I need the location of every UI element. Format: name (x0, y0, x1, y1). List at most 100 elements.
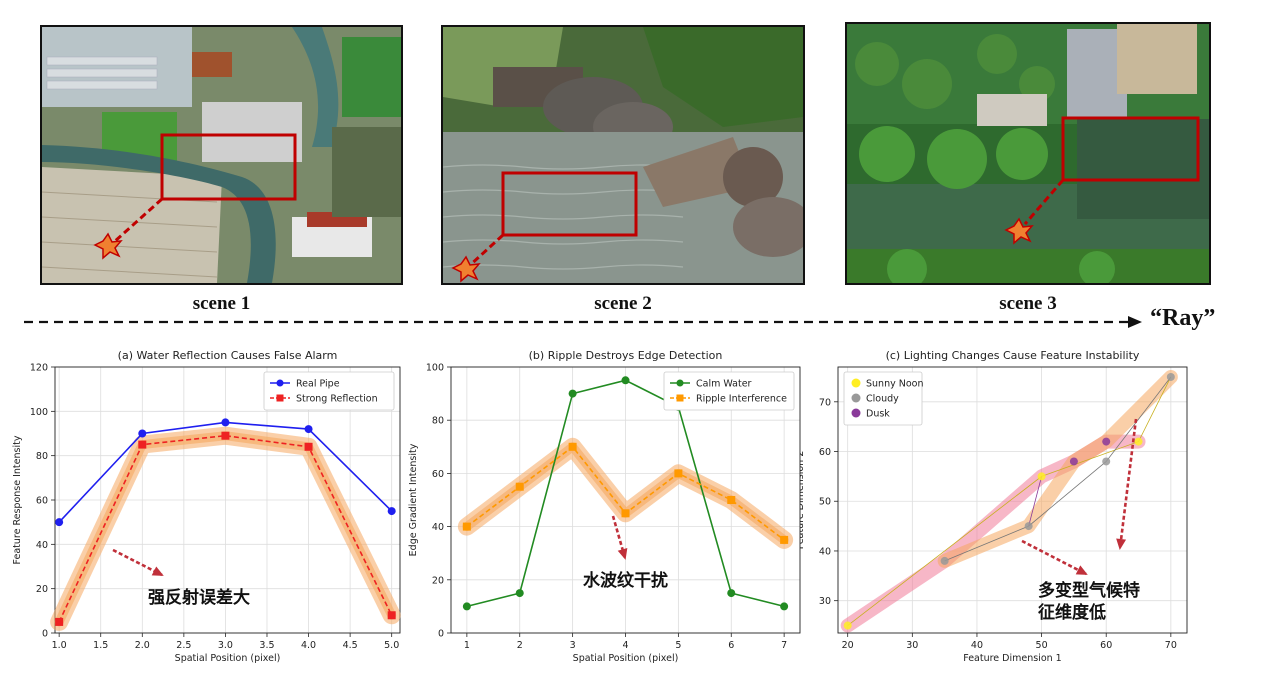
chart-title: (c) Lighting Changes Cause Feature Insta… (886, 349, 1140, 362)
data-point (55, 518, 64, 527)
x-tick-label: 5.0 (384, 640, 399, 651)
y-tick-label: 40 (432, 522, 444, 533)
x-tick-label: 5 (675, 640, 681, 651)
annotation-arrow (1021, 539, 1087, 576)
plot-frame (54, 366, 401, 634)
x-tick-label: 3.5 (259, 640, 274, 651)
data-point (1102, 437, 1111, 446)
data-point (55, 617, 64, 626)
annotation-text-line-2: 征维度低 (1038, 602, 1106, 623)
annotation-text-line-1: 多变型气候特 (1038, 580, 1140, 601)
y-tick-label: 60 (36, 496, 48, 507)
data-point (780, 602, 789, 611)
legend-marker (276, 394, 284, 402)
x-tick-label: 1 (464, 640, 470, 651)
x-tick-label: 70 (1165, 640, 1177, 651)
annotation-arrowhead (151, 566, 164, 576)
data-point (304, 442, 313, 451)
y-tick-label: 0 (42, 629, 48, 640)
annotation-arrowhead (1075, 565, 1088, 575)
annotation-text: 强反射误差大 (148, 587, 250, 608)
ray-label: “Ray” (1150, 305, 1216, 331)
data-point (515, 482, 524, 491)
y-tick-label: 60 (432, 469, 444, 480)
y-tick-label: 30 (819, 596, 831, 607)
y-tick-label: 100 (30, 407, 48, 418)
legend-marker (276, 379, 284, 387)
plot-c: (c) Lighting Changes Cause Feature Insta… (800, 349, 1188, 664)
data-point (568, 389, 577, 398)
data-point (515, 589, 524, 598)
legend-label: Strong Reflection (296, 394, 378, 405)
chart-title: (a) Water Reflection Causes False Alarm (118, 349, 338, 362)
legend-label: Cloudy (866, 394, 899, 405)
legend-box (843, 371, 923, 426)
annotation-arrowhead (617, 547, 628, 560)
y-tick-label: 120 (30, 363, 48, 374)
plot-frame (837, 366, 1188, 634)
y-tick-label: 20 (36, 584, 48, 595)
data-point (621, 509, 630, 518)
data-point (221, 418, 230, 427)
data-point (727, 589, 736, 598)
x-tick-label: 20 (842, 640, 854, 651)
data-point (940, 556, 949, 565)
legend-label: Ripple Interference (696, 394, 787, 405)
series-line (944, 376, 1172, 562)
y-tick-label: 70 (819, 397, 831, 408)
scene-2-caption: scene 2 (594, 293, 652, 314)
y-tick-label: 80 (36, 451, 48, 462)
data-point (780, 535, 789, 544)
plot-frame (450, 366, 801, 634)
data-point (221, 431, 230, 440)
x-tick-label: 3.0 (218, 640, 233, 651)
legend-label: Dusk (866, 409, 890, 420)
plot-a: (a) Water Reflection Causes False Alarm 1… (12, 349, 401, 664)
x-tick-label: 60 (1100, 640, 1112, 651)
x-axis-label: Feature Dimension 1 (963, 653, 1061, 664)
x-axis-label: Spatial Position (pixel) (573, 653, 679, 664)
y-tick-label: 60 (819, 447, 831, 458)
scene-3-image (845, 22, 1211, 285)
y-axis-label: Feature Response Intensity (12, 435, 23, 564)
data-point (1102, 457, 1111, 466)
x-tick-label: 2.5 (176, 640, 191, 651)
data-point (1134, 437, 1143, 446)
data-point (621, 376, 630, 385)
y-tick-label: 40 (36, 540, 48, 551)
x-tick-label: 3 (570, 640, 576, 651)
y-tick-label: 40 (819, 546, 831, 557)
scene-2-image (441, 25, 805, 285)
data-point (304, 425, 313, 434)
legend-label: Real Pipe (296, 379, 340, 390)
data-point (1024, 522, 1033, 531)
annotation-text: 水波纹干扰 (583, 570, 668, 591)
y-axis-label: Edge Gradient Intensity (408, 443, 419, 556)
annotation-arrow (112, 548, 163, 577)
plot-b: (b) Ripple Destroys Edge Detection 1 2 3 4 5 6… (408, 349, 801, 664)
data-point (674, 469, 683, 478)
legend-marker (851, 408, 861, 418)
y-axis-label: Feature Dimension 2 (800, 451, 806, 549)
data-point (1037, 472, 1046, 481)
data-point (462, 602, 471, 611)
data-point (727, 496, 736, 504)
y-tick-label: 20 (432, 575, 444, 586)
annotation-arrowhead (1116, 538, 1127, 550)
x-tick-label: 7 (781, 640, 787, 651)
data-point (387, 611, 396, 620)
ray-arrow (24, 316, 1142, 328)
chart-title: (b) Ripple Destroys Edge Detection (529, 349, 723, 362)
x-tick-label: 40 (971, 640, 983, 651)
legend-box (263, 371, 395, 411)
data-point (1166, 372, 1175, 381)
scene-1-image (40, 25, 403, 285)
legend-box (663, 371, 795, 411)
x-tick-label: 4 (622, 640, 628, 651)
x-tick-label: 30 (906, 640, 918, 651)
y-tick-label: 100 (426, 363, 444, 374)
legend-label: Sunny Noon (866, 379, 924, 390)
legend-marker (851, 393, 861, 403)
annotation-arrow (1118, 418, 1138, 549)
data-point (387, 507, 396, 516)
